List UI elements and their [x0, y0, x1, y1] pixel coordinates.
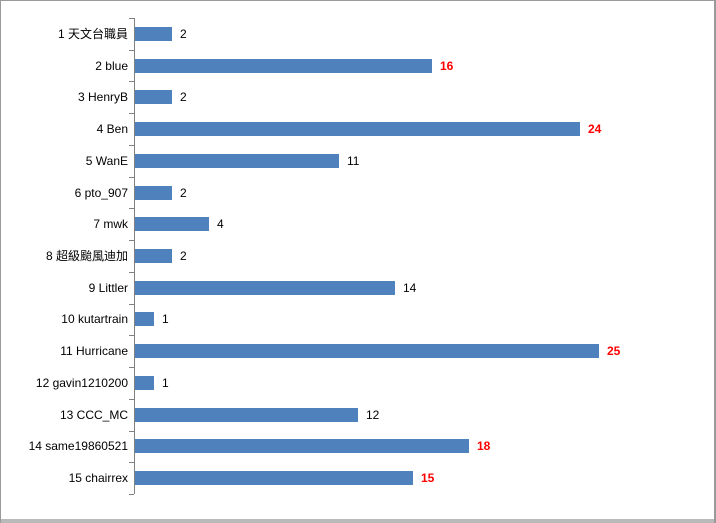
category-label: 10 kutartrain	[61, 312, 128, 326]
category-label: 13 CCC_MC	[59, 408, 128, 422]
value-label: 24	[588, 122, 602, 136]
axis-tick	[129, 50, 134, 51]
category-label: 8 超級颱風迪加	[45, 249, 128, 263]
axis-tick	[129, 81, 134, 82]
value-label: 25	[607, 344, 621, 358]
category-label: 7 mwk	[93, 217, 128, 231]
value-label: 14	[403, 281, 417, 295]
category-label: 14 same19860521	[28, 439, 128, 453]
bar	[135, 90, 172, 104]
category-label: 2 blue	[95, 59, 128, 73]
category-label: 15 chairrex	[68, 471, 128, 485]
bar	[135, 217, 209, 231]
value-label: 1	[162, 376, 169, 390]
value-label: 18	[477, 439, 491, 453]
value-label: 2	[180, 249, 187, 263]
value-label: 15	[421, 471, 435, 485]
axis-tick	[129, 494, 134, 495]
bar	[135, 376, 154, 390]
axis-tick	[129, 272, 134, 273]
bar	[135, 408, 358, 422]
category-label: 1 天文台職員	[57, 27, 128, 41]
axis-tick	[129, 335, 134, 336]
axis-tick	[129, 431, 134, 432]
bar	[135, 27, 172, 41]
value-label: 12	[366, 408, 380, 422]
category-label: 12 gavin1210200	[35, 376, 128, 390]
bar	[135, 471, 413, 485]
axis-tick	[129, 304, 134, 305]
bar	[135, 281, 395, 295]
category-label: 5 WanE	[85, 154, 128, 168]
category-label: 4 Ben	[96, 122, 128, 136]
bar	[135, 249, 172, 263]
value-label: 11	[347, 154, 360, 168]
bar	[135, 59, 432, 73]
bar	[135, 186, 172, 200]
category-label: 11 Hurricane	[60, 344, 128, 358]
category-axis-line	[134, 18, 135, 494]
bar	[135, 122, 580, 136]
axis-tick	[129, 462, 134, 463]
category-label: 3 HenryB	[77, 90, 128, 104]
bar	[135, 439, 469, 453]
frame-bottom-edge	[1, 519, 714, 523]
value-label: 16	[440, 59, 454, 73]
axis-tick	[129, 240, 134, 241]
axis-tick	[129, 399, 134, 400]
axis-tick	[129, 145, 134, 146]
value-label: 2	[180, 27, 187, 41]
axis-tick	[129, 18, 134, 19]
axis-tick	[129, 208, 134, 209]
value-label: 2	[180, 90, 187, 104]
category-label: 9 Littler	[88, 281, 128, 295]
bar	[135, 312, 154, 326]
axis-tick	[129, 367, 134, 368]
value-label: 4	[217, 217, 224, 231]
value-label: 2	[180, 186, 187, 200]
bar	[135, 154, 339, 168]
axis-tick	[129, 177, 134, 178]
bar	[135, 344, 599, 358]
axis-tick	[129, 113, 134, 114]
category-label: 6 pto_907	[74, 186, 128, 200]
value-label: 1	[162, 312, 169, 326]
